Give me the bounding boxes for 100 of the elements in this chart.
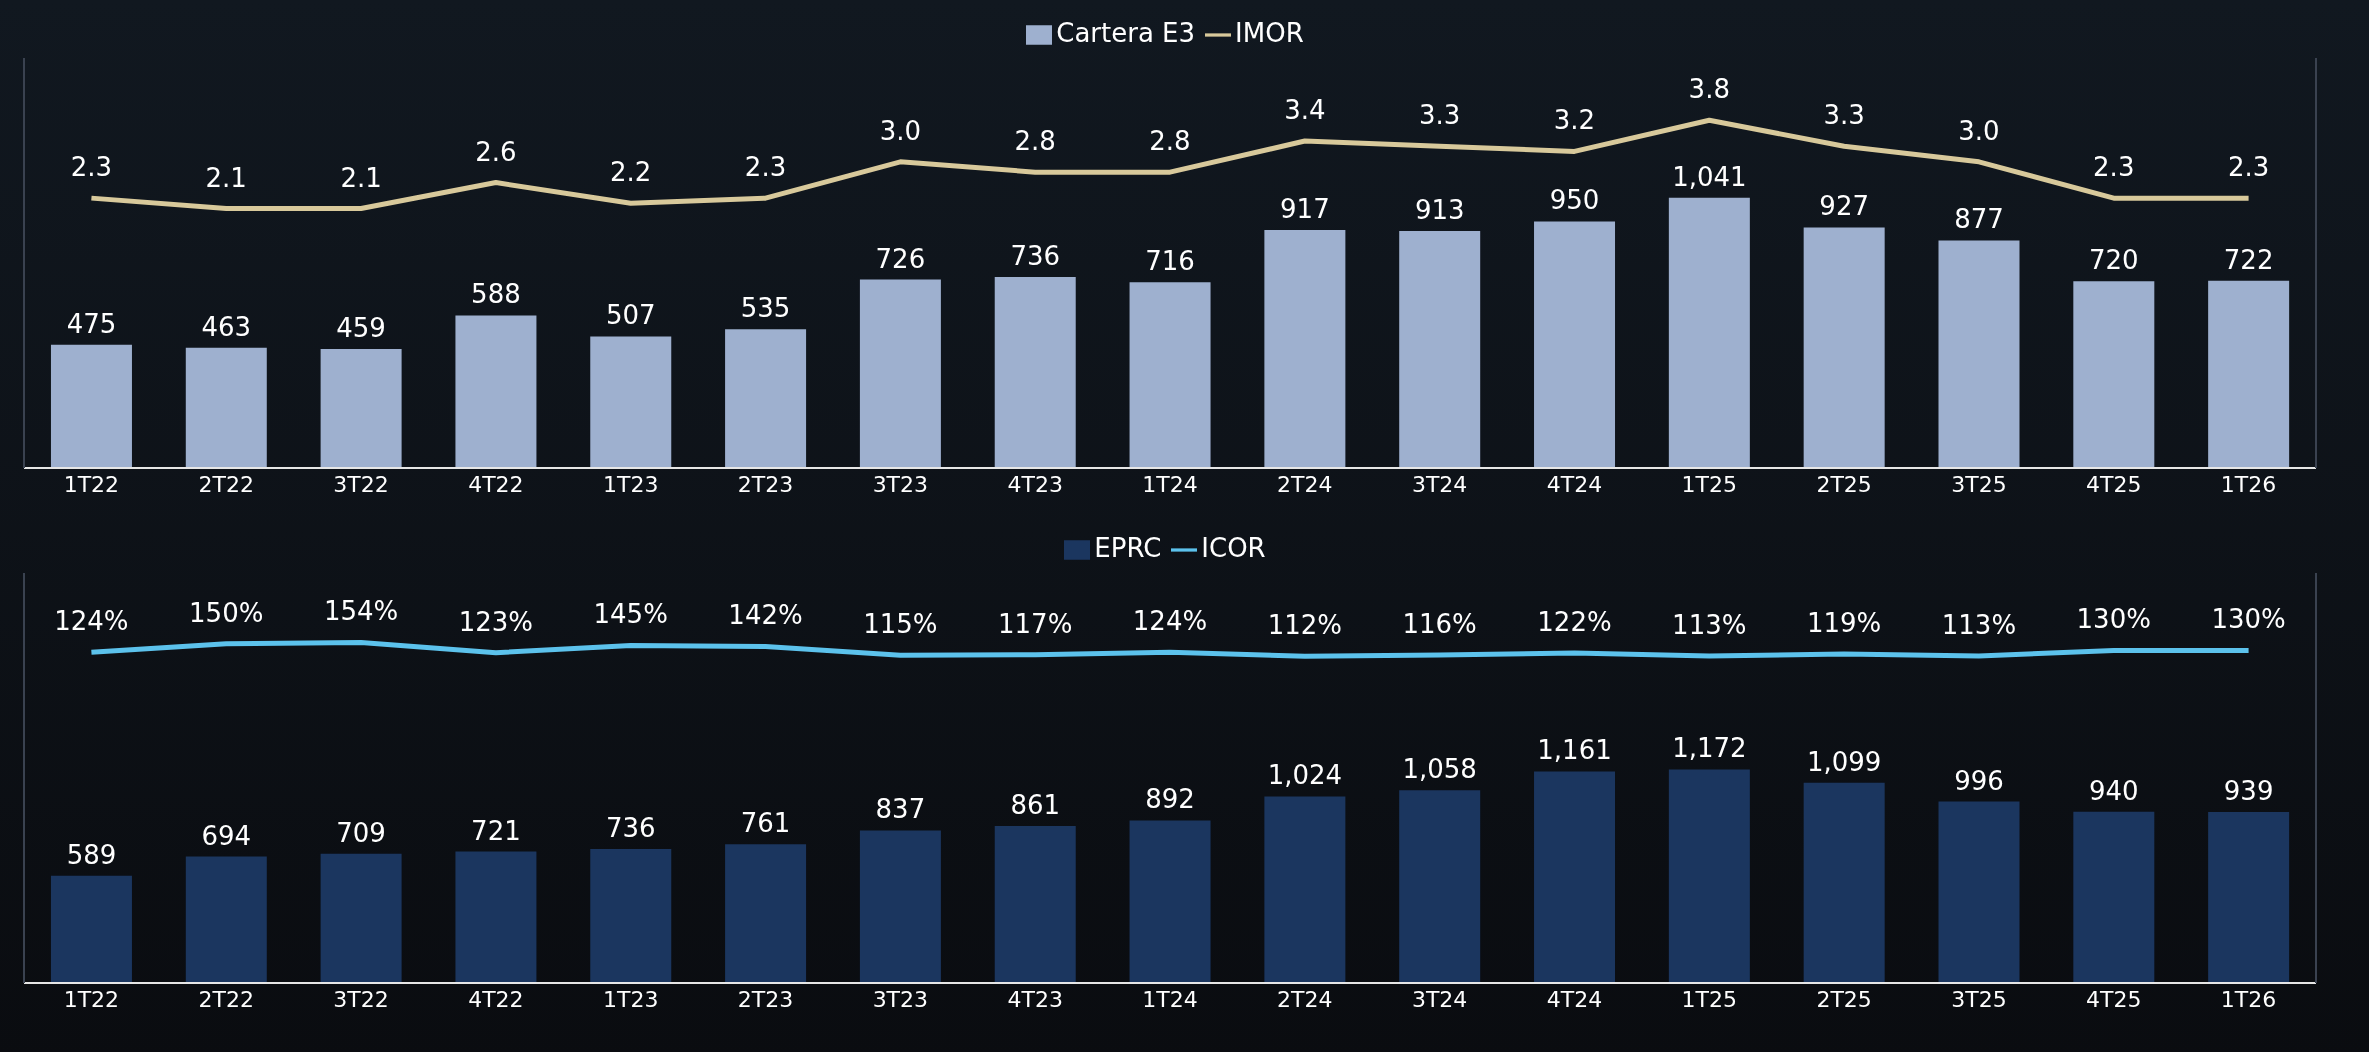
data-label: 130% xyxy=(2211,604,2286,635)
x-tick-label: 1T26 xyxy=(2220,986,2277,1012)
x-tick-label: 2T24 xyxy=(1277,986,1333,1012)
data-label: 123% xyxy=(458,606,534,637)
x-tick-label: 1T24 xyxy=(1142,471,1198,497)
data-label: 3.3 xyxy=(1418,100,1461,131)
x-tick-label: 4T22 xyxy=(468,471,524,497)
x-tick-label: 1T25 xyxy=(1681,471,1738,497)
x-tick-label: 4T22 xyxy=(468,986,524,1012)
data-label: 2.3 xyxy=(744,152,787,183)
data-label: 917 xyxy=(1280,194,1330,225)
data-label: 722 xyxy=(2223,244,2274,275)
x-tick-label: 1T25 xyxy=(1681,986,1738,1012)
legend-label: ICOR xyxy=(1201,533,1266,563)
data-label: 130% xyxy=(2076,604,2151,635)
data-label: 142% xyxy=(728,600,803,631)
x-tick-label: 3T22 xyxy=(333,986,389,1012)
data-label: 1,161 xyxy=(1537,735,1612,766)
data-label: 2.3 xyxy=(2227,152,2270,183)
data-label: 145% xyxy=(593,599,668,630)
x-tick-label: 2T24 xyxy=(1277,471,1333,497)
data-label: 720 xyxy=(2089,245,2139,276)
x-tick-label: 4T23 xyxy=(1007,471,1063,497)
data-label: 589 xyxy=(66,839,117,870)
data-label: 877 xyxy=(1954,204,2004,235)
data-label: 861 xyxy=(1010,790,1061,821)
data-label: 2.1 xyxy=(205,162,247,193)
x-tick-label: 1T23 xyxy=(602,471,659,497)
x-tick-label: 3T24 xyxy=(1411,471,1468,497)
data-label: 721 xyxy=(471,815,521,846)
data-label: 122% xyxy=(1537,607,1612,638)
legend-label: Cartera E3 xyxy=(1056,18,1196,48)
data-label: 2.8 xyxy=(1014,126,1056,157)
data-label: 2.3 xyxy=(70,152,113,183)
data-label: 2.1 xyxy=(340,162,382,193)
data-label: 535 xyxy=(740,293,791,324)
data-label: 3.2 xyxy=(1553,105,1596,136)
data-label: 1,099 xyxy=(1806,746,1882,777)
x-tick-label: 2T23 xyxy=(737,471,794,497)
data-label: 996 xyxy=(1954,765,2004,796)
data-label: 588 xyxy=(471,279,521,310)
data-label: 113% xyxy=(1672,609,1747,640)
data-label: 3.0 xyxy=(879,115,922,146)
data-label: 726 xyxy=(875,243,926,274)
data-label: 124% xyxy=(1132,606,1208,637)
x-tick-label: 3T25 xyxy=(1951,986,2007,1012)
x-tick-label: 4T23 xyxy=(1007,986,1063,1012)
x-tick-label: 4T24 xyxy=(1546,471,1603,497)
data-label: 154% xyxy=(323,596,399,627)
x-tick-label: 1T22 xyxy=(63,471,120,497)
x-tick-label: 2T25 xyxy=(1816,471,1872,497)
data-label: 716 xyxy=(1145,246,1195,277)
data-label: 940 xyxy=(2089,775,2139,806)
x-tick-label: 1T22 xyxy=(63,986,120,1012)
data-label: 3.3 xyxy=(1823,100,1865,131)
data-label: 2.8 xyxy=(1149,126,1191,157)
data-label: 939 xyxy=(2223,775,2274,806)
data-label: 913 xyxy=(1414,195,1465,226)
data-label: 837 xyxy=(875,794,926,825)
data-label: 892 xyxy=(1145,784,1195,815)
data-label: 459 xyxy=(336,312,386,343)
x-tick-label: 1T24 xyxy=(1142,986,1198,1012)
data-label: 507 xyxy=(605,300,656,331)
data-label: 950 xyxy=(1549,185,1600,216)
x-tick-label: 1T23 xyxy=(602,986,659,1012)
x-tick-label: 3T23 xyxy=(872,471,929,497)
data-label: 124% xyxy=(54,606,129,637)
x-tick-label: 4T25 xyxy=(2086,986,2142,1012)
legend-label: IMOR xyxy=(1235,18,1304,48)
data-label: 1,172 xyxy=(1672,733,1747,764)
data-label: 2.6 xyxy=(475,136,517,167)
data-label: 112% xyxy=(1267,610,1342,641)
data-label: 694 xyxy=(201,820,252,851)
data-label: 3.8 xyxy=(1688,74,1730,105)
data-label: 119% xyxy=(1806,608,1882,639)
data-label: 736 xyxy=(1010,241,1061,272)
x-tick-label: 2T22 xyxy=(198,986,254,1012)
data-label: 1,024 xyxy=(1267,760,1343,791)
data-label: 2.2 xyxy=(610,157,652,188)
data-label: 115% xyxy=(863,609,938,640)
data-label: 3.4 xyxy=(1284,95,1326,126)
x-tick-label: 2T23 xyxy=(737,986,794,1012)
x-tick-label: 4T25 xyxy=(2086,471,2142,497)
data-label: 761 xyxy=(740,808,791,839)
data-label: 709 xyxy=(336,817,386,848)
x-tick-label: 2T25 xyxy=(1816,986,1872,1012)
data-label: 463 xyxy=(201,311,252,342)
legend-label: EPRC xyxy=(1094,533,1162,563)
data-label: 736 xyxy=(605,812,656,843)
data-label: 113% xyxy=(1941,609,2017,640)
x-tick-label: 3T22 xyxy=(333,471,389,497)
data-label: 3.0 xyxy=(1958,115,2000,146)
data-label: 117% xyxy=(998,608,1073,639)
data-label: 116% xyxy=(1402,609,1477,639)
data-label: 1,041 xyxy=(1672,161,1747,192)
data-label: 475 xyxy=(66,308,117,339)
x-tick-label: 3T24 xyxy=(1411,986,1468,1012)
x-tick-label: 1T26 xyxy=(2220,471,2277,497)
x-tick-label: 3T23 xyxy=(872,986,929,1012)
x-tick-label: 2T22 xyxy=(198,471,254,497)
